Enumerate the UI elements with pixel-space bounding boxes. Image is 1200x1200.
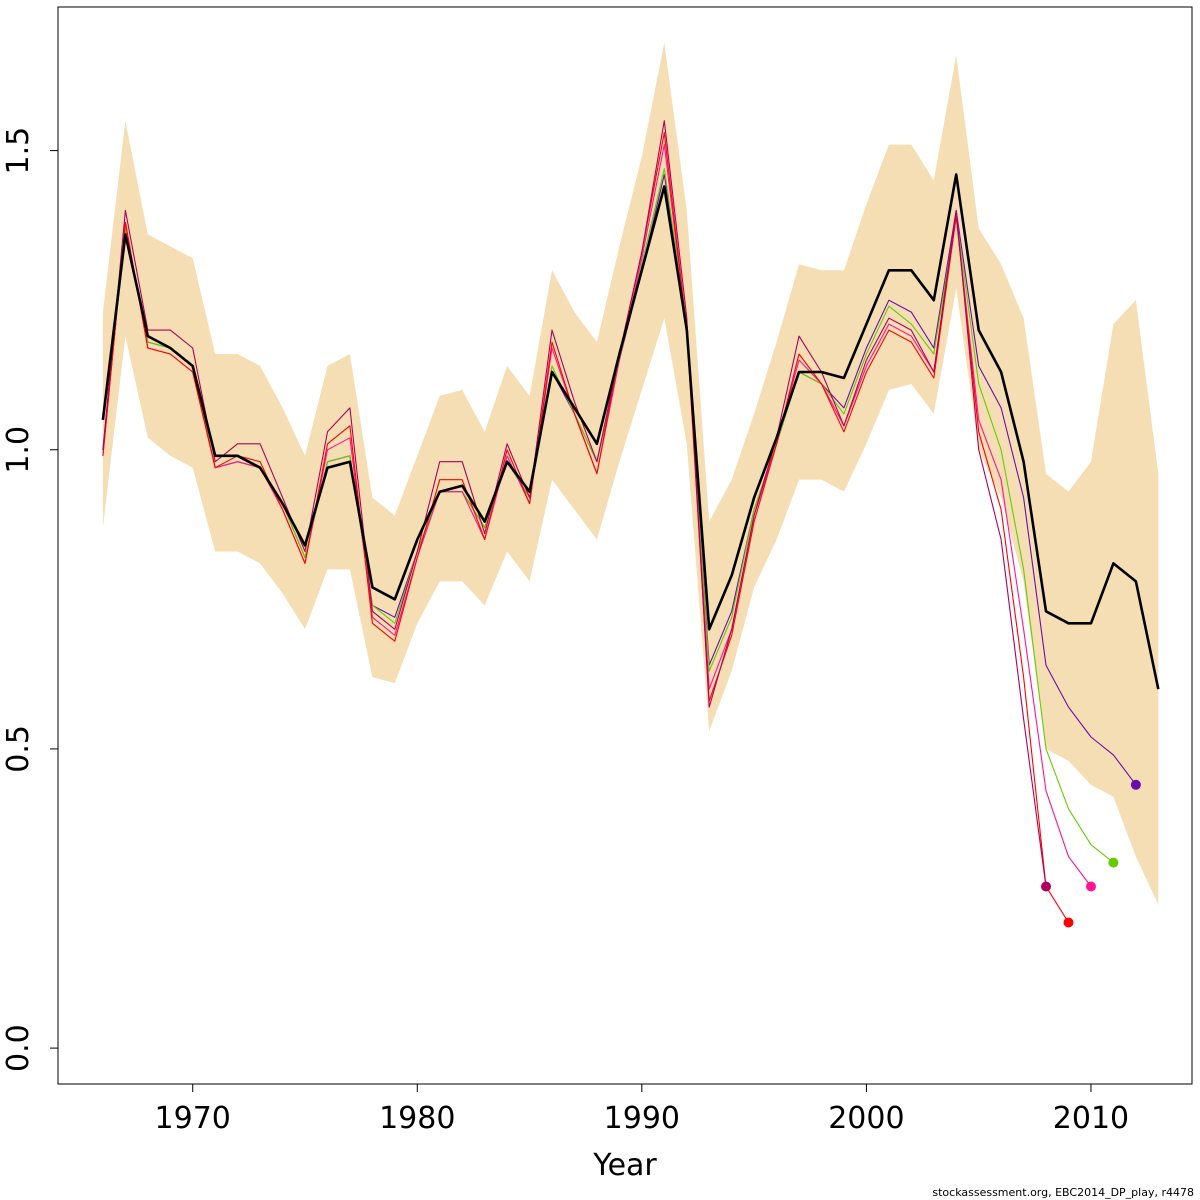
end-point-marker-4: [1063, 917, 1074, 928]
series-line-4: [102, 132, 1069, 923]
y-tick-label: 1.5: [1, 127, 36, 175]
y-axis: 0.0 0.5 1.0 1.5: [1, 127, 59, 1072]
end-point-marker-5: [1041, 881, 1051, 892]
series-layer: [101, 120, 1160, 923]
end-point-marker-2: [1108, 857, 1119, 868]
x-tick-label: 1990: [604, 1101, 680, 1136]
end-point-marker-3: [1086, 881, 1096, 892]
x-tick-label: 2010: [1053, 1101, 1129, 1136]
footer-credit: stockassessment.org, EBC2014_DP_play, r4…: [932, 1186, 1194, 1199]
series-line-5: [102, 120, 1047, 887]
confidence-band: [102, 42, 1159, 905]
end-marker-layer: [1041, 779, 1141, 928]
end-point-marker-1: [1130, 779, 1141, 790]
y-tick-label: 0.5: [1, 725, 36, 773]
x-axis: 1970 1980 1990 2000 2010: [155, 1083, 1129, 1136]
y-tick-label: 0.0: [1, 1024, 36, 1072]
x-tick-label: 1980: [379, 1101, 455, 1136]
series-line-0: [101, 173, 1160, 690]
x-tick-label: 1970: [155, 1101, 231, 1136]
y-tick-label: 1.0: [1, 426, 36, 474]
x-tick-label: 2000: [828, 1101, 904, 1136]
confidence-band-layer: [102, 42, 1159, 905]
x-axis-title: Year: [592, 1148, 657, 1183]
